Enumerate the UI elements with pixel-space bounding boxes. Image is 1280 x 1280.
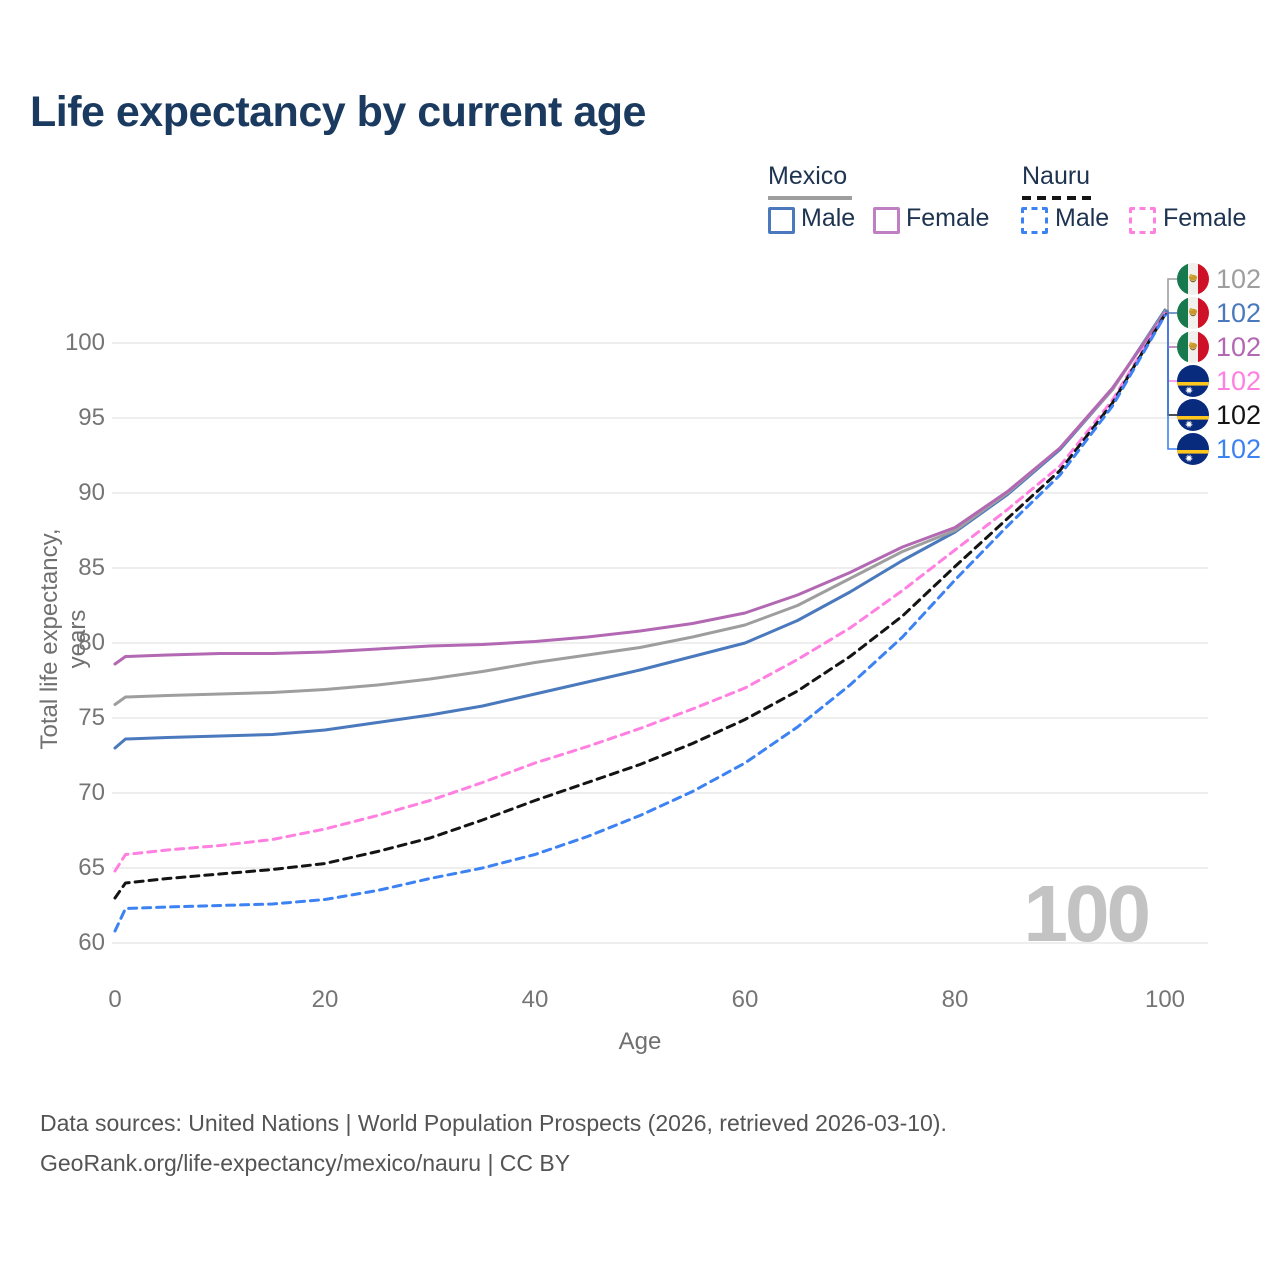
leader-line-2 bbox=[1165, 311, 1177, 348]
y-axis-title: Total life expectancy, years bbox=[36, 528, 91, 750]
series-line-mexico-both bbox=[113, 310, 1167, 706]
y-tick-label-95: 95 bbox=[78, 404, 105, 431]
y-tick-label-80: 80 bbox=[78, 629, 105, 656]
series-line-mexico-male bbox=[113, 308, 1167, 750]
mexico-solid-line-swatch bbox=[768, 196, 852, 200]
mexico-flag-icon bbox=[1177, 297, 1209, 329]
legend-label-mexico-female[interactable]: Female bbox=[906, 204, 990, 232]
x-tick-label-0: 0 bbox=[108, 986, 122, 1013]
legend-checkbox-nauru-female[interactable] bbox=[1129, 207, 1156, 234]
end-label-value: 102 bbox=[1216, 399, 1262, 430]
data-sources-note: Data sources: United Nations | World Pop… bbox=[40, 1110, 947, 1136]
attribution-note: GeoRank.org/life-expectancy/mexico/nauru… bbox=[40, 1150, 571, 1176]
y-tick-label-90: 90 bbox=[78, 479, 105, 506]
leader-line-4 bbox=[1165, 313, 1177, 416]
legend-checkbox-mexico-male[interactable] bbox=[768, 207, 795, 234]
series-line-nauru-female bbox=[113, 312, 1167, 873]
end-label-row-3: 102 bbox=[1177, 364, 1261, 398]
age-counter-watermark: 100 bbox=[1023, 869, 1151, 958]
end-label-value: 102 bbox=[1216, 433, 1262, 464]
legend-label-nauru-male[interactable]: Male bbox=[1055, 204, 1110, 232]
legend-label-nauru-female[interactable]: Female bbox=[1163, 204, 1247, 232]
x-axis-title: Age bbox=[618, 1028, 662, 1055]
end-label-value: 102 bbox=[1216, 263, 1262, 294]
nauru-flag-icon bbox=[1177, 433, 1209, 465]
nauru-dashed-line-swatch bbox=[1022, 196, 1094, 200]
end-label-row-5: 102 bbox=[1177, 432, 1261, 466]
series-line-mexico-female bbox=[113, 311, 1167, 666]
page-title: Life expectancy by current age bbox=[30, 88, 646, 136]
end-label-value: 102 bbox=[1216, 297, 1262, 328]
leader-line-1 bbox=[1165, 310, 1177, 314]
leader-line-5 bbox=[1165, 314, 1177, 450]
end-label-value: 102 bbox=[1216, 365, 1262, 396]
end-label-row-0: 102 bbox=[1177, 262, 1261, 296]
end-label-row-1: 102 bbox=[1177, 296, 1261, 330]
legend-group-mexico: Mexico bbox=[768, 162, 848, 190]
y-tick-label-65: 65 bbox=[78, 854, 105, 881]
legend-checkbox-nauru-male[interactable] bbox=[1021, 207, 1048, 234]
series-line-nauru-male bbox=[113, 313, 1167, 933]
legend-group-nauru: Nauru bbox=[1022, 162, 1091, 190]
y-tick-label-100: 100 bbox=[64, 329, 105, 356]
series-line-nauru-both bbox=[113, 313, 1167, 900]
mexico-flag-icon bbox=[1177, 331, 1209, 363]
y-tick-label-60: 60 bbox=[78, 929, 105, 956]
end-label-value: 102 bbox=[1216, 331, 1262, 362]
nauru-flag-icon bbox=[1177, 365, 1209, 397]
nauru-flag-icon bbox=[1177, 399, 1209, 431]
mexico-flag-icon bbox=[1177, 263, 1209, 295]
x-tick-label-20: 20 bbox=[311, 986, 339, 1013]
x-tick-label-40: 40 bbox=[521, 986, 549, 1013]
end-label-row-4: 102 bbox=[1177, 398, 1261, 432]
x-tick-label-100: 100 bbox=[1144, 986, 1186, 1013]
x-tick-label-80: 80 bbox=[941, 986, 969, 1013]
leader-line-0 bbox=[1165, 278, 1177, 311]
y-tick-label-75: 75 bbox=[78, 704, 105, 731]
legend-checkbox-mexico-female[interactable] bbox=[873, 207, 900, 234]
x-tick-label-60: 60 bbox=[731, 986, 759, 1013]
y-tick-label-85: 85 bbox=[78, 554, 105, 581]
y-tick-label-70: 70 bbox=[78, 779, 105, 806]
end-label-row-2: 102 bbox=[1177, 330, 1261, 364]
legend-label-mexico-male[interactable]: Male bbox=[801, 204, 856, 232]
